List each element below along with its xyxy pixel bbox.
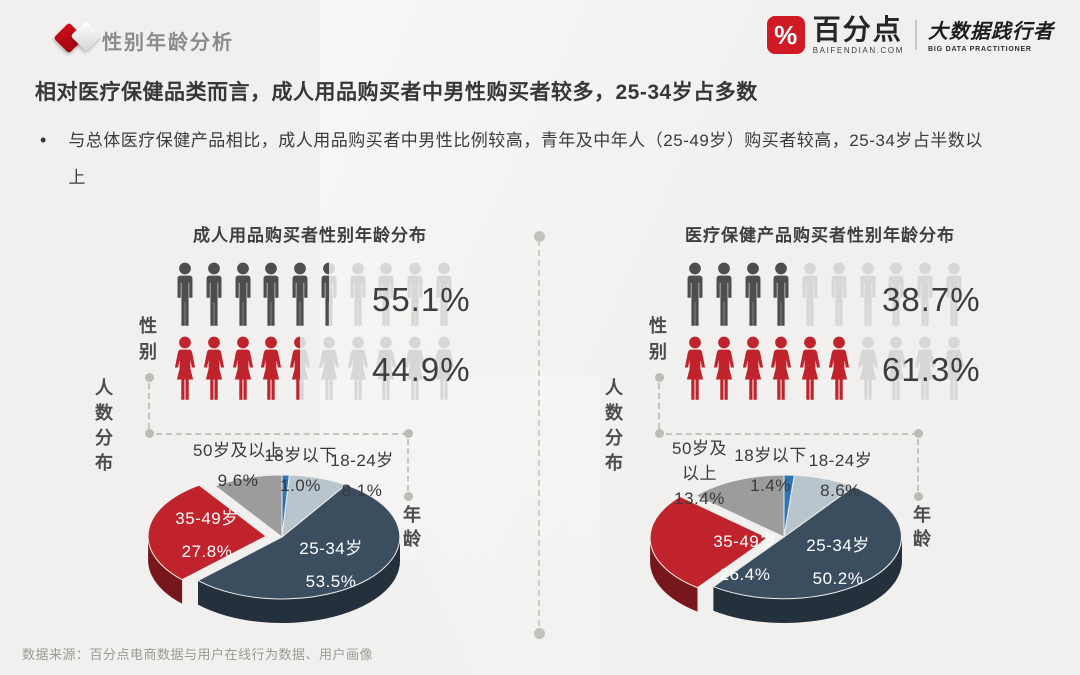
pie-label-over50: 50岁及 以上 13.4% [672,439,727,508]
connector-dot [655,373,664,382]
female-percentage: 61.3% [882,351,981,388]
dashed-connector [658,383,660,429]
bullet-text: 与总体医疗保健产品相比，成人用品购买者中男性比例较高，青年及中年人（25-49岁… [68,131,983,187]
man-figure-icon [230,261,256,328]
man-figure-icon [258,261,284,328]
brand-divider [915,20,917,50]
bullet-marker: • [40,130,47,150]
man-figure-icon [711,261,737,328]
connector-dot [655,429,664,438]
brand-tagline-en: BIG DATA PRACTITIONER [928,45,1032,53]
data-source-note: 数据来源：百分点电商数据与用户在线行为数据、用户画像 [22,647,374,662]
chart-healthcare-products: 医疗保健产品购买者性别年龄分布 38.7% 61.3% 性别 人数分布 年龄 5… [540,215,1050,665]
dashed-connector [148,383,150,429]
woman-figure-icon [740,335,766,402]
connector-dot [404,429,413,438]
chart-title: 成人用品购买者性别年龄分布 [193,226,427,245]
gender-axis-label: 性别 [137,316,157,368]
connector-dot [145,373,154,382]
male-percentage: 55.1% [372,281,471,318]
pie-label-35-49: 35-49岁 26.4% [713,532,777,584]
woman-figure-icon [230,335,256,402]
man-figure-icon [768,261,792,328]
connector-dot [914,492,923,501]
man-figure-icon [855,261,881,328]
age-axis-label: 年龄 [911,505,931,553]
gender-axis-label: 性别 [647,316,667,368]
dashed-connector [666,433,918,435]
dashed-connector [156,433,408,435]
brand-tagline-block: 大数据践行者 BIG DATA PRACTITIONER [928,18,1054,53]
bullet-item: • 与总体医疗保健产品相比，成人用品购买者中男性比例较高，青年及中年人（25-4… [40,122,1000,196]
pie-label-under18: 18岁以下 1.4% [734,446,807,495]
woman-figure-icon [345,335,371,402]
man-figure-icon [172,261,198,328]
brand-name-block: 百分点 BAIFENDIAN.COM [812,14,904,56]
age-axis-label: 年龄 [401,505,421,553]
pie-label-over50: 50岁及以上 9.6% [193,441,283,490]
connector-dot [914,429,923,438]
man-figure-icon [826,261,852,328]
age-pie-chart [147,474,401,624]
distribution-axis-label: 人数分布 [93,378,113,478]
chart-title: 医疗保健产品购买者性别年龄分布 [685,226,955,245]
percent-logo-icon: % [766,16,805,54]
brand-domain: BAIFENDIAN.COM [812,46,904,55]
woman-figure-icon [711,335,737,402]
woman-figure-icon [855,335,857,402]
woman-figure-icon [258,335,284,402]
pie-label-35-49: 35-49岁 27.8% [175,509,239,561]
slide-headline: 相对医疗保健品类而言，成人用品购买者中男性购买者较多，25-34岁占多数 [35,81,758,104]
brand-tagline: 大数据践行者 [928,18,1054,43]
woman-figure-icon [287,335,300,402]
brand-name: 百分点 [812,14,903,45]
man-figure-icon [797,261,823,328]
chart-adult-products: 成人用品购买者性别年龄分布 55.1% 44.9% 性别 人数分布 年龄 50岁… [30,215,540,665]
male-percentage: 38.7% [882,281,981,318]
section-title: 性别年龄分析 [102,32,234,54]
pie-label-18-24: 18-24岁 8.6% [808,451,873,500]
connector-dot [145,429,154,438]
section-divider-dashed-line [538,240,540,626]
woman-figure-icon [201,335,227,402]
woman-figure-icon [768,335,794,402]
woman-figure-icon [797,335,823,402]
divider-dot [534,628,545,639]
man-figure-icon [740,261,766,328]
man-figure-icon [316,261,329,328]
man-figure-icon [682,261,708,328]
woman-figure-icon [316,335,342,402]
man-figure-icon [287,261,313,328]
pie-label-25-34: 25-34岁 53.5% [299,539,363,591]
man-figure-icon [345,261,371,328]
woman-figure-icon [172,335,198,402]
pie-label-25-34: 25-34岁 50.2% [806,536,870,588]
connector-dot [404,492,413,501]
divider-dot [534,231,545,242]
woman-figure-icon [855,335,881,402]
dashed-connector [407,439,409,491]
woman-figure-icon [826,335,852,402]
woman-figure-icon [682,335,708,402]
brand-logo: % 百分点 BAIFENDIAN.COM 大数据践行者 BIG DATA PRA… [766,14,1054,56]
distribution-axis-label: 人数分布 [603,378,623,478]
pie-label-18-24: 18-24岁 8.1% [330,451,394,500]
female-percentage: 44.9% [372,351,471,388]
age-pie-chart [649,474,902,624]
pie-label-under18: 18岁以下 1.0% [264,446,337,495]
dashed-connector [917,439,919,491]
man-figure-icon [201,261,227,328]
